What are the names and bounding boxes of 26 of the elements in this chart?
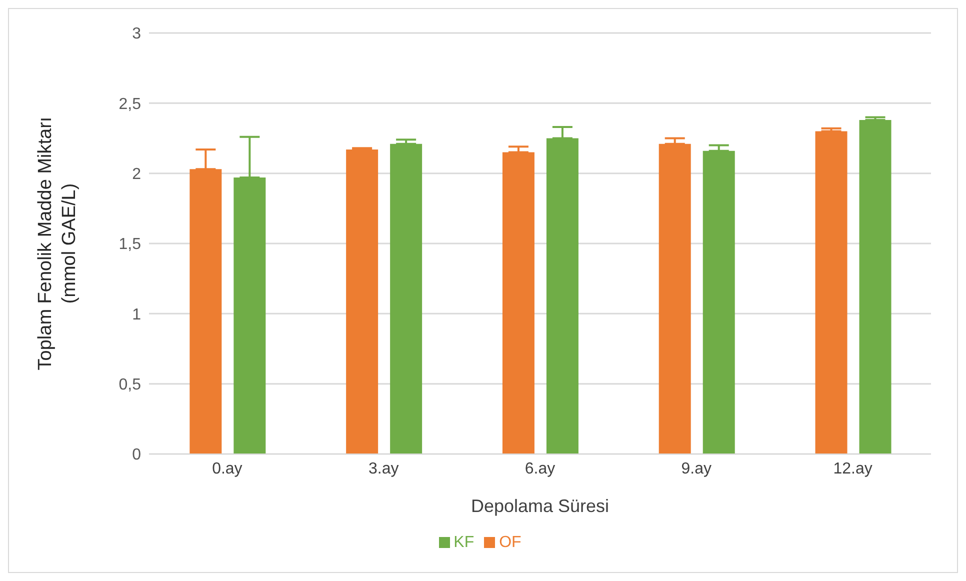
x-tick-label: 9.ay [681,460,712,478]
bar [702,150,735,454]
y-tick-label: 0,5 [118,376,142,394]
bar [234,178,266,454]
x-tick-label: 0.ay [212,460,242,478]
y-axis-title: Toplam Fenolik Madde Miktarı (mmol GAE/L) [35,116,80,370]
bar [658,144,691,454]
bar [546,138,578,454]
y-tick-label: 2 [132,166,142,184]
y-tick-label: 3 [132,26,142,43]
legend-label: KF [454,534,474,551]
y-tick-label: 2,5 [118,96,142,113]
bar [815,131,848,454]
bar [346,149,378,454]
x-tick-label: 3.ay [368,460,399,478]
y-tick-label: 1 [132,306,142,324]
y-tick-label: 1,5 [118,236,142,254]
bar [190,169,222,454]
y-tick-label: 0 [132,446,142,464]
bar [859,120,892,454]
x-axis-title: Depolama Süresi [470,496,610,516]
legend-label: OF [499,534,522,551]
x-tick-label: 12.ay [833,460,872,478]
bar [390,144,422,454]
x-tick-label: 6.ay [524,460,556,478]
bar [502,152,534,454]
